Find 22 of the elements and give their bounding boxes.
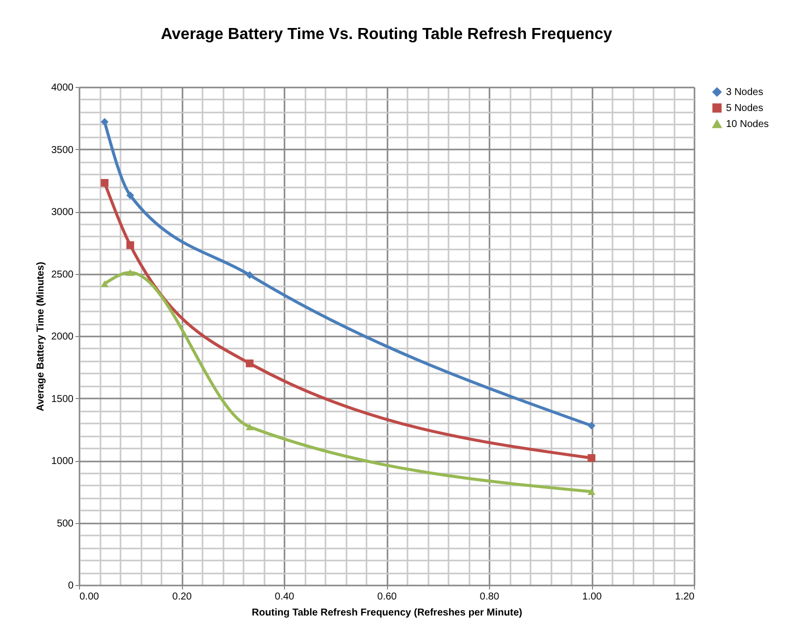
legend-label: 5 Nodes (726, 103, 764, 114)
y-tick-label: 1500 (51, 394, 74, 405)
y-tick-label: 0 (68, 580, 74, 592)
y-tick-label: 500 (56, 518, 74, 530)
x-tick-label: 0.40 (274, 592, 295, 602)
legend-label: 10 Nodes (726, 119, 769, 130)
y-tick-label: 4000 (51, 82, 74, 94)
x-tick-label: 0.60 (377, 592, 398, 602)
y-tick-label: 2500 (51, 269, 74, 280)
x-tick-label: 0.20 (172, 592, 192, 602)
x-tick-label: 1.00 (582, 592, 602, 602)
y-tick-label: 1000 (51, 456, 74, 467)
y-tick-label: 3000 (51, 207, 74, 218)
chart-title: Average Battery Time Vs. Routing Table Refresh Frequency (160, 26, 612, 43)
x-tick-label: 0.00 (80, 592, 100, 602)
y-tick-label: 3500 (51, 144, 74, 156)
x-tick-label: 1.20 (675, 592, 695, 602)
x-tick-label: 0.80 (480, 592, 500, 602)
legend-label: 3 Nodes (726, 87, 764, 98)
x-axis-title: Routing Table Refresh Frequency (Refreshes per Minute) (252, 608, 522, 618)
y-tick-label: 2000 (51, 332, 74, 342)
y-axis-title: Average Battery Time (Minutes) (35, 262, 46, 412)
